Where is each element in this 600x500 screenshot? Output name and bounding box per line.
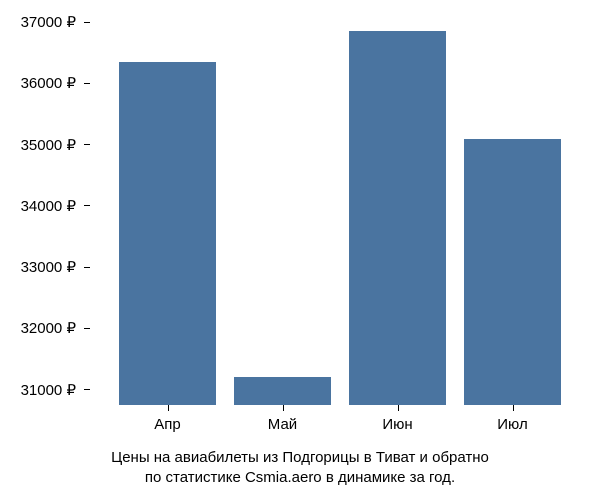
y-tick-mark bbox=[84, 389, 90, 390]
y-tick-label: 37000 ₽ bbox=[21, 13, 76, 31]
y-tick-mark bbox=[84, 328, 90, 329]
y-tick-mark bbox=[84, 267, 90, 268]
y-tick-mark bbox=[84, 144, 90, 145]
bars-container bbox=[95, 10, 585, 405]
y-tick: 35000 ₽ bbox=[0, 135, 90, 155]
y-tick-label: 32000 ₽ bbox=[21, 319, 76, 337]
x-tick-mark bbox=[398, 405, 399, 411]
y-tick: 31000 ₽ bbox=[0, 380, 90, 400]
x-tick-label: Апр bbox=[110, 416, 225, 433]
y-tick-mark bbox=[84, 22, 90, 23]
bar-group bbox=[225, 377, 340, 405]
bar-group bbox=[340, 31, 455, 405]
bar bbox=[464, 139, 562, 405]
caption-line-1: Цены на авиабилеты из Подгорицы в Тиват … bbox=[111, 449, 489, 466]
y-tick: 37000 ₽ bbox=[0, 12, 90, 32]
y-tick: 36000 ₽ bbox=[0, 73, 90, 93]
x-tick-mark bbox=[168, 405, 169, 411]
x-tick-label: Июн bbox=[340, 416, 455, 433]
bar bbox=[119, 62, 217, 405]
y-tick: 32000 ₽ bbox=[0, 318, 90, 338]
y-tick-label: 36000 ₽ bbox=[21, 74, 76, 92]
y-tick-label: 34000 ₽ bbox=[21, 197, 76, 215]
y-tick-label: 33000 ₽ bbox=[21, 258, 76, 276]
x-tick-mark bbox=[513, 405, 514, 411]
bar-group bbox=[110, 62, 225, 405]
bar bbox=[349, 31, 447, 405]
x-tick-label: Июл bbox=[455, 416, 570, 433]
caption-line-2: по статистике Csmia.aero в динамике за г… bbox=[145, 469, 455, 486]
x-tick-mark bbox=[283, 405, 284, 411]
bar-group bbox=[455, 139, 570, 405]
x-tick-label: Май bbox=[225, 416, 340, 433]
y-tick: 34000 ₽ bbox=[0, 196, 90, 216]
bar bbox=[234, 377, 332, 405]
y-axis: 31000 ₽ 32000 ₽ 33000 ₽ 34000 ₽ 35000 ₽ 36000… bbox=[0, 10, 90, 405]
y-tick-label: 31000 ₽ bbox=[21, 381, 76, 399]
y-tick-label: 35000 ₽ bbox=[21, 136, 76, 154]
chart-caption: Цены на авиабилеты из Подгорицы в Тиват … bbox=[0, 448, 600, 489]
y-tick: 33000 ₽ bbox=[0, 257, 90, 277]
y-tick-mark bbox=[84, 205, 90, 206]
x-axis-labels: АпрМайИюнИюл bbox=[95, 410, 585, 433]
plot-area bbox=[95, 10, 585, 405]
bar-chart: 31000 ₽ 32000 ₽ 33000 ₽ 34000 ₽ 35000 ₽ 36000… bbox=[0, 0, 600, 500]
y-tick-mark bbox=[84, 83, 90, 84]
